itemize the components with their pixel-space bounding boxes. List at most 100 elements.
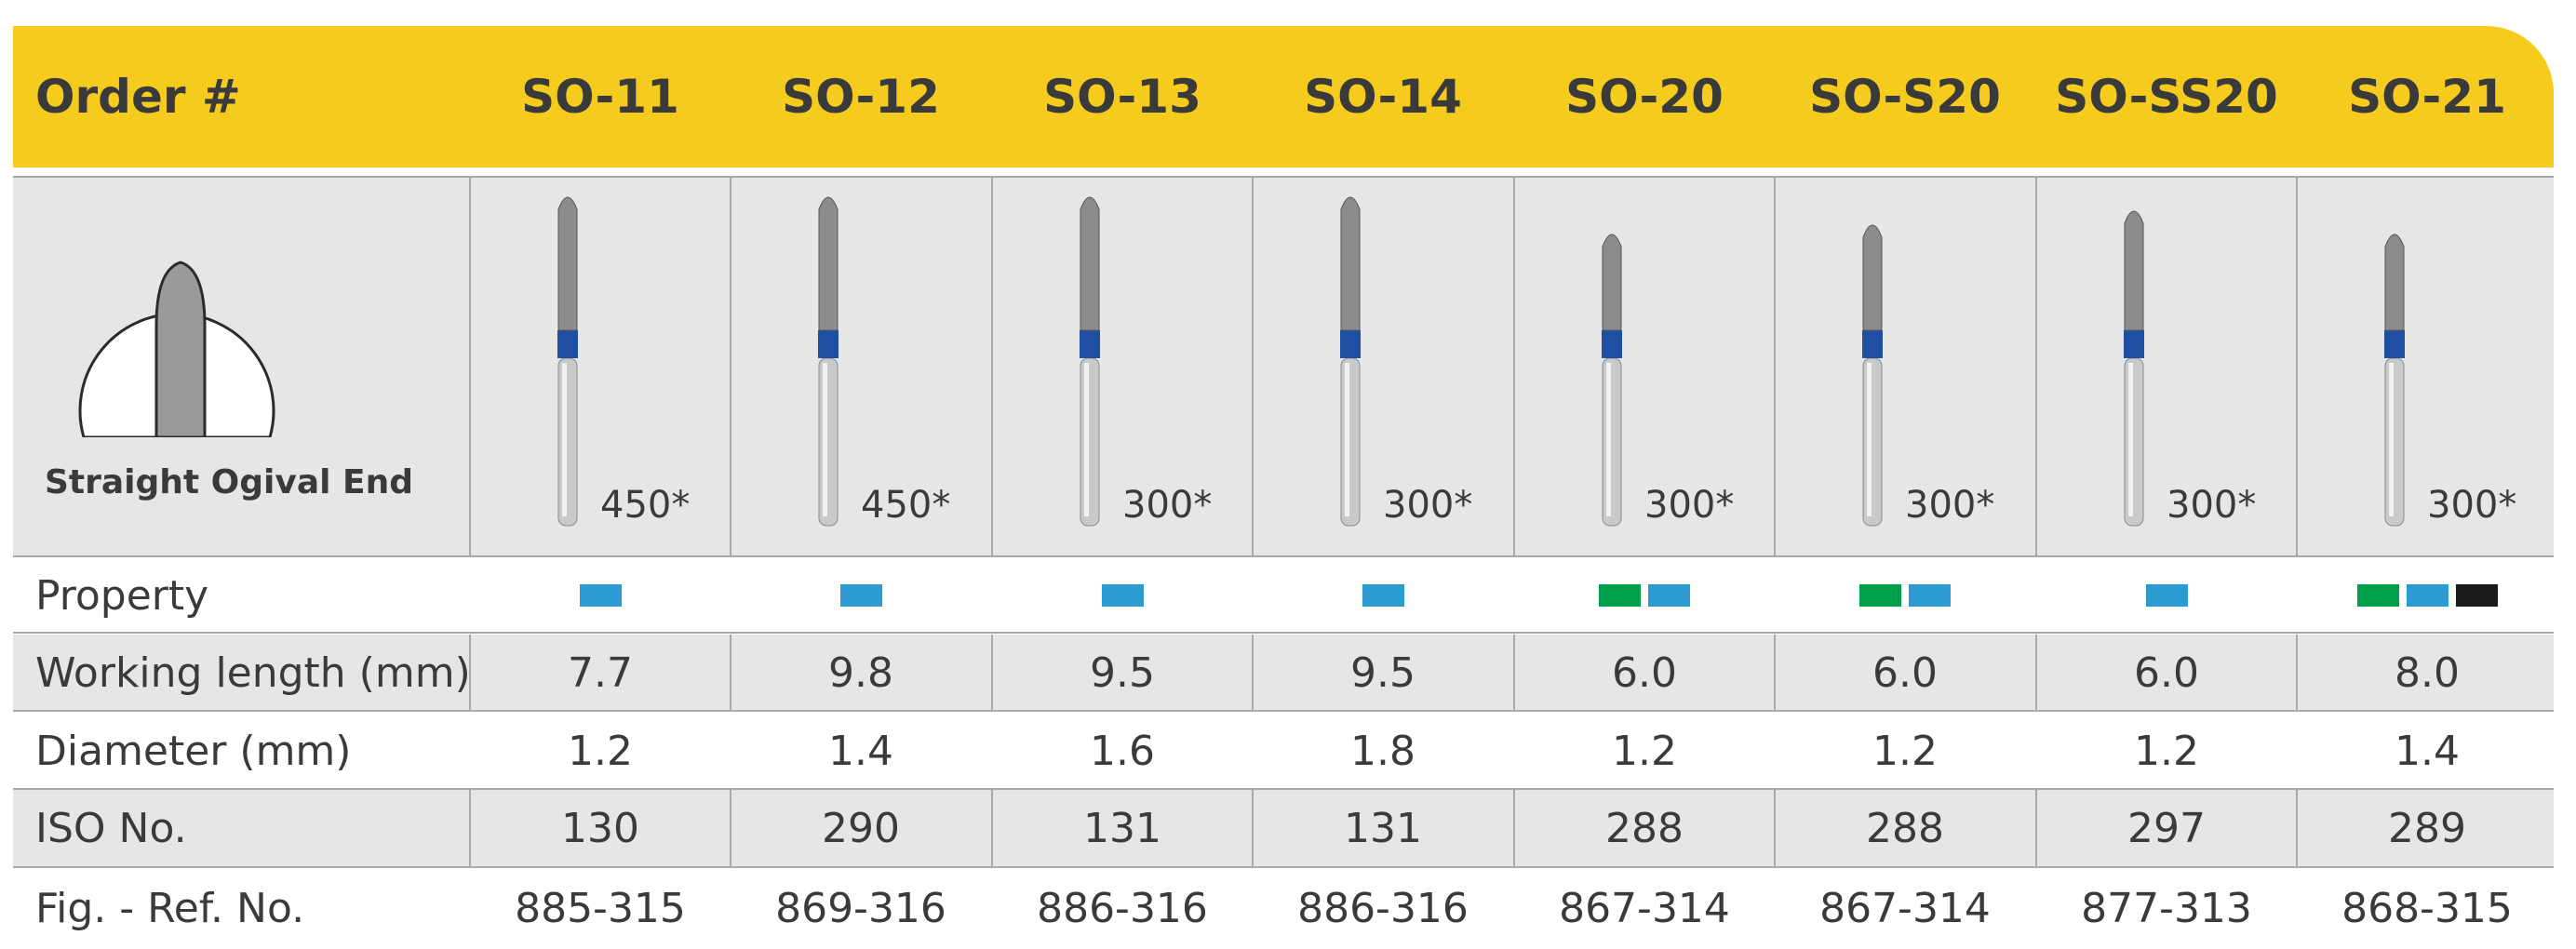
diameter-value: 1.8 [1350, 727, 1415, 775]
black-property-marker [2455, 584, 2498, 607]
diameter-value: 1.6 [1090, 727, 1155, 775]
ref-value: 886-316 [1297, 884, 1469, 932]
blue-property-marker [2406, 584, 2449, 607]
order-code: SO-12 [782, 70, 940, 124]
diameter-value: 1.4 [2395, 727, 2460, 775]
property-markers [731, 558, 991, 633]
working-length-label: Working length (mm) [35, 648, 471, 697]
ref-value: 867-314 [1559, 884, 1730, 932]
working-length-value: 6.0 [2134, 648, 2199, 697]
working-length-value: 9.8 [828, 648, 893, 697]
table-header-bar [13, 26, 2554, 167]
working-length-value: 6.0 [1872, 648, 1938, 697]
rpm-label: 300* [1905, 484, 1995, 527]
row-divider [13, 788, 2554, 790]
shape-label: Straight Ogival End [45, 463, 413, 501]
ref-value: 885-315 [515, 884, 686, 932]
column-divider [1513, 177, 1515, 556]
working-length-value: 9.5 [1090, 648, 1155, 697]
column-divider [991, 789, 993, 867]
row-divider [13, 866, 2554, 868]
order-code: SO-14 [1304, 70, 1462, 124]
iso-value: 288 [1605, 804, 1684, 852]
order-code: SO-S20 [1809, 70, 2001, 124]
column-divider [1774, 789, 1776, 867]
green-property-marker [1599, 584, 1641, 607]
column-divider [1774, 635, 1776, 711]
column-divider [469, 789, 471, 867]
column-divider [469, 635, 471, 711]
working-length-value: 7.7 [568, 648, 633, 697]
property-label: Property [35, 571, 209, 620]
column-divider [2296, 789, 2298, 867]
ref-value: 877-313 [2081, 884, 2252, 932]
blue-property-marker [1362, 584, 1404, 607]
order-code: SO-21 [2348, 70, 2506, 124]
column-divider [2296, 177, 2298, 556]
column-divider [730, 177, 731, 556]
rpm-label: 450* [600, 484, 691, 527]
bur-image [2124, 210, 2144, 527]
property-markers [992, 558, 1253, 633]
blue-property-marker [579, 584, 622, 607]
iso-label: ISO No. [35, 804, 187, 852]
working-length-value: 8.0 [2395, 648, 2460, 697]
property-markers [1775, 558, 2035, 633]
bur-image [557, 196, 578, 527]
column-divider [1774, 177, 1776, 556]
column-divider [2035, 177, 2037, 556]
iso-value: 130 [561, 804, 639, 852]
order-header-label: Order # [35, 70, 241, 124]
column-divider [2296, 635, 2298, 711]
ref-value: 886-316 [1037, 884, 1208, 932]
row-divider [13, 176, 2554, 178]
blue-property-marker [1101, 584, 1144, 607]
diameter-value: 1.2 [1872, 727, 1938, 775]
rpm-label: 450* [861, 484, 951, 527]
column-divider [730, 635, 731, 711]
rpm-label: 300* [2427, 484, 2517, 527]
column-divider [469, 177, 471, 556]
ref-value: 868-315 [2341, 884, 2513, 932]
iso-value: 289 [2388, 804, 2466, 852]
row-divider [13, 710, 2554, 712]
bur-image [2384, 234, 2405, 527]
iso-value: 290 [822, 804, 900, 852]
property-markers [2297, 558, 2557, 633]
rpm-label: 300* [1122, 484, 1213, 527]
property-markers [2036, 558, 2297, 633]
diameter-value: 1.4 [828, 727, 893, 775]
order-code: SO-11 [521, 70, 679, 124]
green-property-marker [2356, 584, 2399, 607]
order-code: SO-13 [1043, 70, 1201, 124]
diameter-value: 1.2 [1612, 727, 1677, 775]
diameter-value: 1.2 [2134, 727, 2199, 775]
bur-image [1080, 196, 1100, 527]
rpm-label: 300* [1644, 484, 1735, 527]
iso-value: 131 [1083, 804, 1161, 852]
working-length-row [13, 635, 2554, 711]
blue-property-marker [839, 584, 882, 607]
column-divider [1252, 635, 1254, 711]
green-property-marker [1859, 584, 1901, 607]
column-divider [991, 635, 993, 711]
column-divider [1252, 789, 1254, 867]
column-divider [730, 789, 731, 867]
order-code: SO-20 [1565, 70, 1724, 124]
blue-property-marker [1909, 584, 1951, 607]
property-markers [1253, 558, 1513, 633]
iso-value: 131 [1344, 804, 1422, 852]
blue-property-marker [2145, 584, 2188, 607]
ref-label: Fig. - Ref. No. [35, 884, 305, 932]
bur-image [1602, 234, 1622, 527]
bur-image [1862, 224, 1883, 527]
ref-value: 869-316 [775, 884, 946, 932]
bur-image [1340, 196, 1361, 527]
working-length-value: 6.0 [1612, 648, 1677, 697]
working-length-value: 9.5 [1350, 648, 1415, 697]
diameter-value: 1.2 [568, 727, 633, 775]
iso-row [13, 789, 2554, 867]
column-divider [1513, 789, 1515, 867]
column-divider [1252, 177, 1254, 556]
rpm-label: 300* [1383, 484, 1473, 527]
